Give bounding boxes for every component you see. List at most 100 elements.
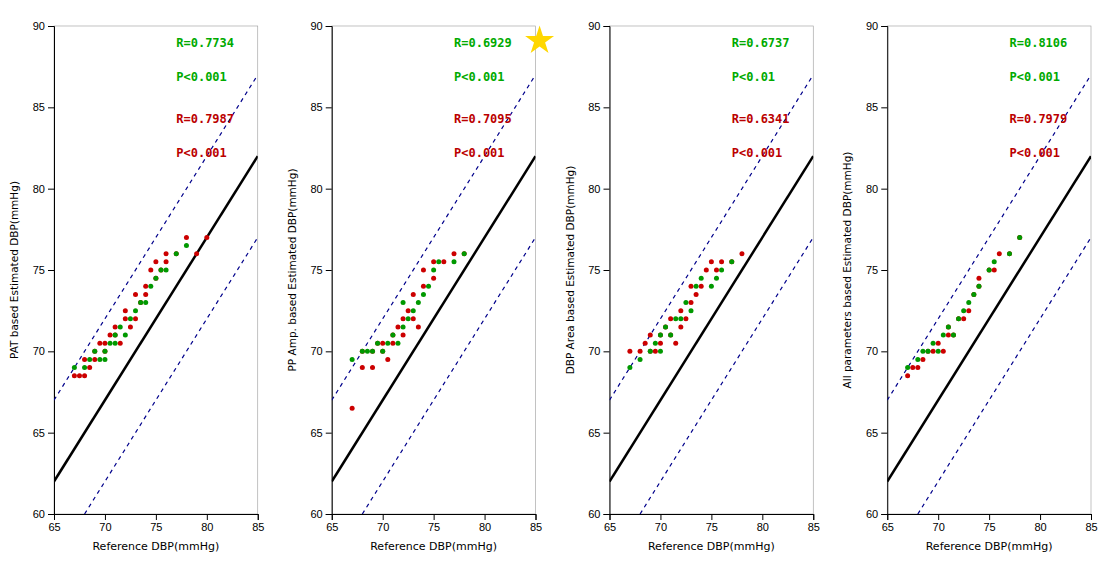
tick-label: 60 <box>866 508 878 520</box>
tick: 70 <box>99 514 111 533</box>
point <box>683 316 688 321</box>
tick: 90 <box>33 20 54 32</box>
tick: 60 <box>33 508 54 520</box>
point <box>128 324 133 329</box>
tick: 85 <box>311 101 332 113</box>
point <box>951 333 956 338</box>
tick-mark <box>258 514 259 520</box>
point <box>648 349 653 354</box>
tick-mark <box>207 514 208 520</box>
point <box>123 308 128 313</box>
marks <box>332 75 536 514</box>
figure: 657075808560657075808590Reference DBP(mm… <box>0 0 1111 562</box>
point <box>153 276 158 281</box>
point <box>102 341 107 346</box>
point <box>668 316 673 321</box>
point <box>643 341 648 346</box>
point <box>411 316 416 321</box>
point <box>976 284 981 289</box>
tick: 65 <box>882 514 894 533</box>
x-axis: 6570758085 <box>326 514 542 533</box>
tick: 70 <box>377 514 389 533</box>
point <box>380 341 385 346</box>
point <box>668 333 673 338</box>
point <box>673 341 678 346</box>
point <box>709 259 714 264</box>
tick-label: 75 <box>706 521 718 533</box>
tick-mark <box>48 26 54 27</box>
point <box>113 341 118 346</box>
tick-label: 80 <box>757 521 769 533</box>
point <box>416 300 421 305</box>
point <box>143 300 148 305</box>
point <box>1007 251 1012 256</box>
point <box>956 316 961 321</box>
annotation: R=0.6341 <box>732 112 790 126</box>
tick-label: 65 <box>326 521 338 533</box>
point <box>689 284 694 289</box>
annotation: R=0.7734 <box>176 36 234 50</box>
tick-label: 85 <box>588 101 600 113</box>
point <box>931 341 936 346</box>
point <box>638 357 643 362</box>
point <box>946 333 951 338</box>
point <box>627 349 632 354</box>
tick-mark <box>762 514 763 520</box>
point <box>204 235 209 240</box>
tick-mark <box>604 107 610 108</box>
point <box>421 268 426 273</box>
tick: 65 <box>866 427 887 439</box>
tick: 75 <box>428 514 440 533</box>
point <box>905 365 910 370</box>
y-axis-title: All parameters based Estimated DBP(mmHg) <box>841 152 853 389</box>
point <box>72 373 77 378</box>
point <box>421 284 426 289</box>
tick-mark <box>660 514 661 520</box>
tick-label: 70 <box>655 521 667 533</box>
point <box>426 284 431 289</box>
point <box>905 373 910 378</box>
tick-mark <box>326 433 332 434</box>
point <box>390 341 395 346</box>
point <box>113 333 118 338</box>
point <box>350 357 355 362</box>
point <box>678 316 683 321</box>
point <box>941 333 946 338</box>
tick: 65 <box>588 427 609 439</box>
dashed-line <box>362 237 535 514</box>
tick-label: 75 <box>588 264 600 276</box>
point <box>184 243 189 248</box>
point <box>87 357 92 362</box>
point <box>987 268 992 273</box>
point <box>380 349 385 354</box>
annotation: P<0.001 <box>732 146 783 160</box>
point <box>77 373 82 378</box>
point <box>164 259 169 264</box>
point <box>997 251 1002 256</box>
tick-mark <box>536 514 537 520</box>
point <box>956 316 961 321</box>
tick-label: 65 <box>48 521 60 533</box>
point <box>910 365 915 370</box>
point <box>936 349 941 354</box>
point <box>118 324 123 329</box>
tick-label: 70 <box>99 521 111 533</box>
point <box>441 259 446 264</box>
tick-mark <box>881 433 887 434</box>
tick-mark <box>326 189 332 190</box>
tick: 80 <box>588 183 609 195</box>
point <box>102 349 107 354</box>
y-axis-title: DBP Area based Estimated DBP(mmHg) <box>564 166 576 375</box>
tick: 60 <box>311 508 332 520</box>
point <box>174 251 179 256</box>
point <box>714 268 719 273</box>
tick: 65 <box>604 514 616 533</box>
plot-frame <box>54 26 258 514</box>
panel: 657075808560657075808590Reference DBP(mm… <box>8 20 264 553</box>
tick-mark <box>105 514 106 520</box>
tick-mark <box>48 351 54 352</box>
point <box>87 365 92 370</box>
point <box>72 365 77 370</box>
tick: 80 <box>33 183 54 195</box>
point <box>375 341 380 346</box>
